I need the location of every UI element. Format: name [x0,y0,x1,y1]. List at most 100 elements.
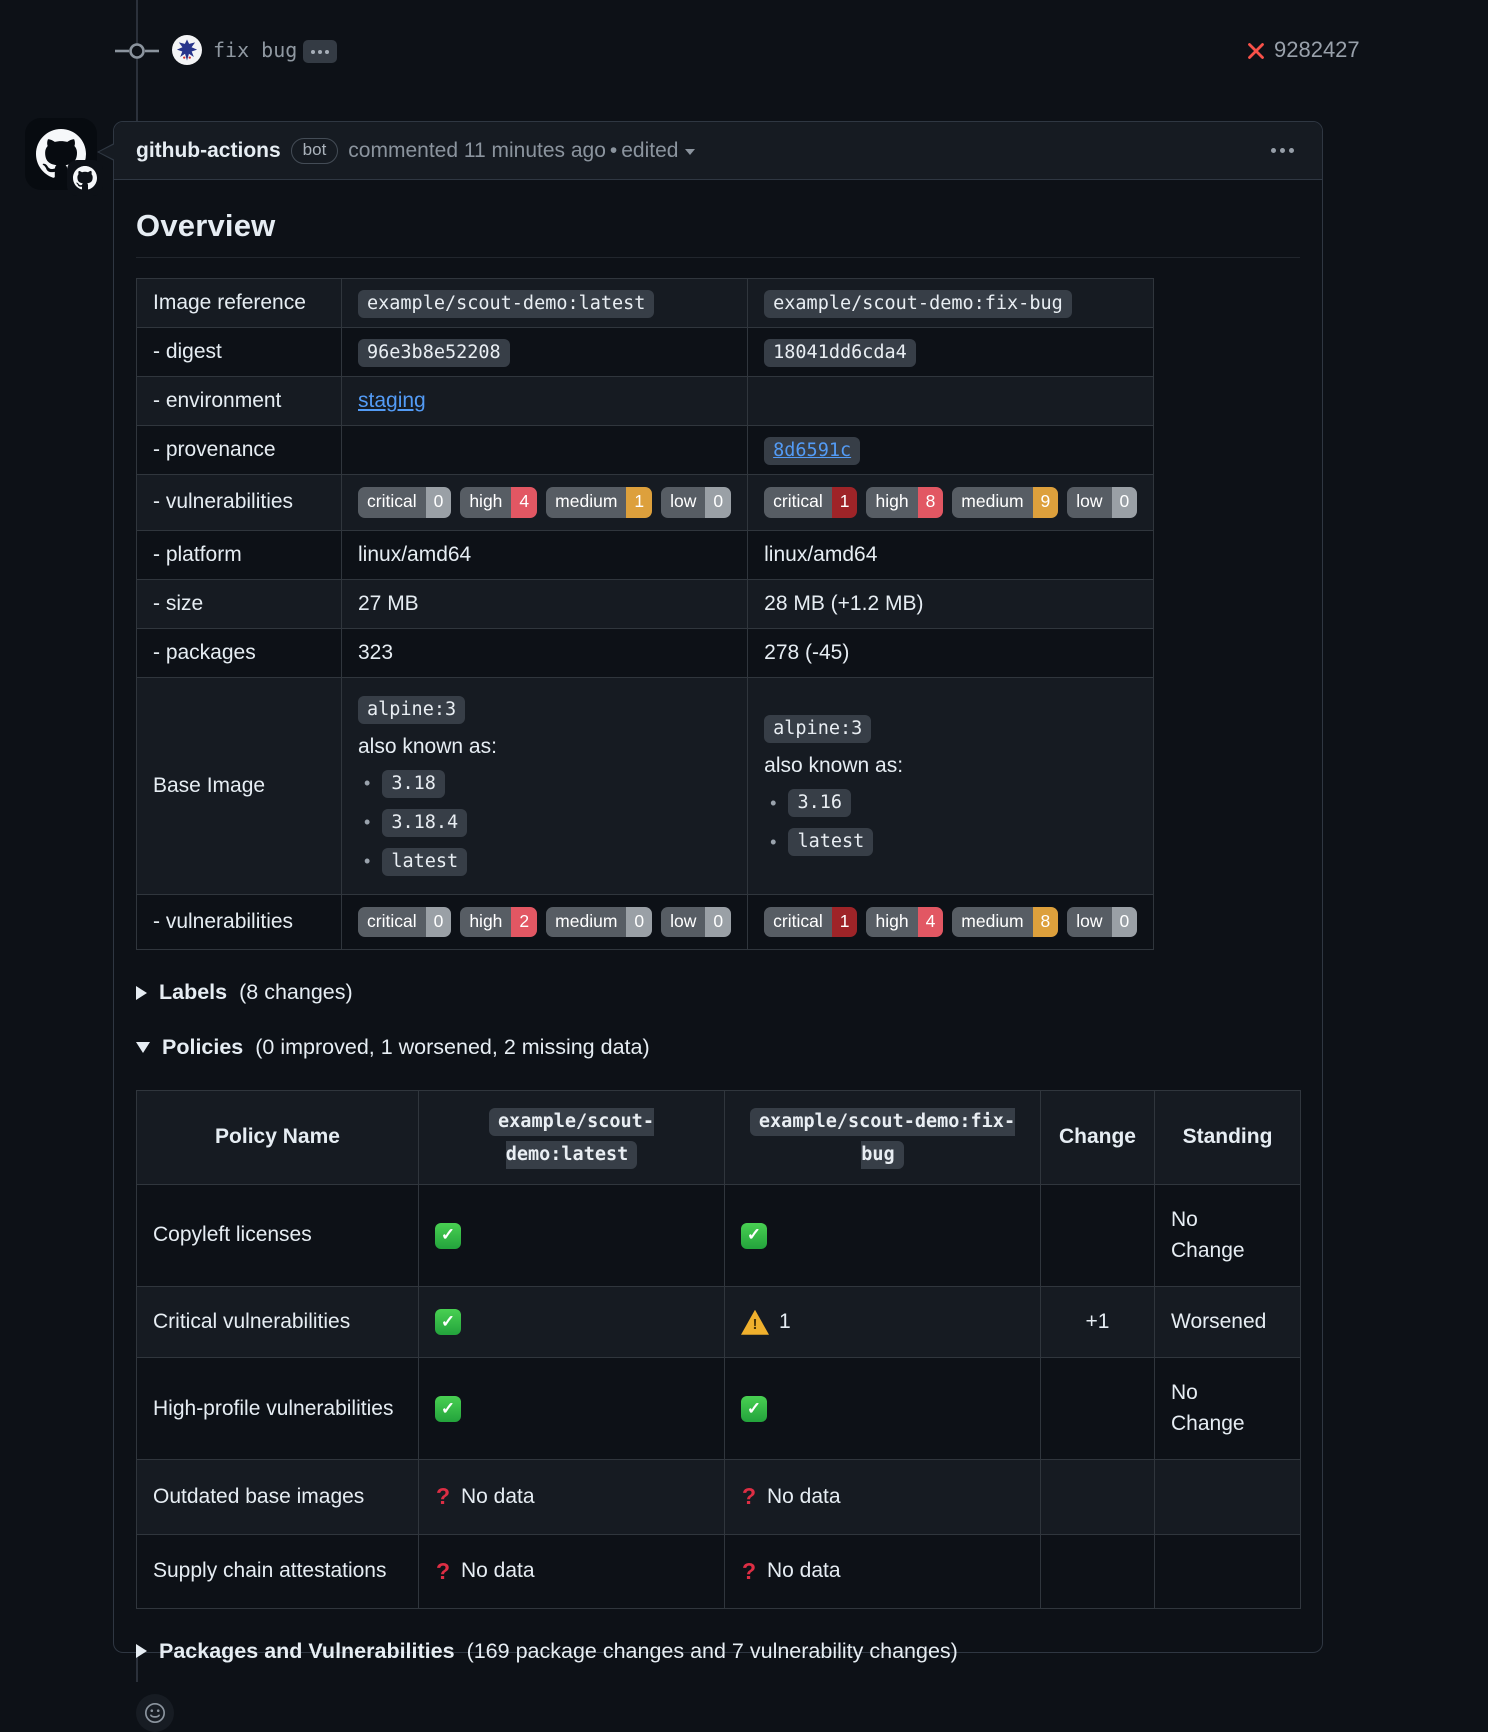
bot-badge: bot [290,137,339,164]
question-icon: ? [435,1557,451,1584]
overview-heading: Overview [136,208,1300,258]
policies-table: Policy Name example/scout-demo:latest ex… [136,1089,1301,1609]
no-data-label: No data [767,1484,841,1508]
smiley-icon [145,1702,165,1723]
octocat-badge-icon [67,160,103,196]
table-row: - packages 323 278 (-45) [136,627,1155,678]
standing-value: No Change [1171,1208,1245,1262]
size-right: 28 MB (+1.2 MB) [747,578,1155,629]
question-icon: ? [435,1483,451,1510]
change-value [1040,1459,1155,1535]
eagle-emblem-icon [176,39,198,61]
image-ref-latest: example/scout-demo:latest [358,290,655,318]
row-label: - vulnerabilities [136,893,342,950]
platform-right: linux/amd64 [747,529,1155,580]
table-row: - size 27 MB 28 MB (+1.2 MB) [136,578,1155,629]
packages-section-toggle[interactable]: Packages and Vulnerabilities (169 packag… [136,1639,1300,1664]
col-standing: Standing [1154,1089,1301,1186]
table-row: Supply chain attestations ? No data ? No d… [136,1533,1301,1609]
policies-section-count: (0 improved, 1 worsened, 2 missing data) [255,1035,650,1059]
question-icon: ? [741,1483,757,1510]
question-icon: ? [741,1557,757,1584]
policy-name: Outdated base images [136,1459,419,1535]
commit-message: fix bug [213,38,298,62]
git-commit-icon [115,43,159,59]
digest-right: 18041dd6cda4 [764,339,916,367]
table-row: - digest 96e3b8e52208 18041dd6cda4 [136,327,1155,377]
triangle-down-icon [136,1042,150,1053]
packages-section-title: Packages and Vulnerabilities [159,1638,455,1663]
comment-options-kebab-button[interactable] [1265,142,1300,159]
check-icon: ✓ [741,1222,767,1249]
col-policy-name: Policy Name [136,1089,419,1186]
check-icon: ✓ [741,1395,767,1422]
change-value [1040,1184,1155,1287]
policies-section-toggle[interactable]: Policies (0 improved, 1 worsened, 2 miss… [136,1035,1300,1060]
provenance-commit-link[interactable]: 8d6591c [773,440,852,461]
warning-icon: ! [741,1309,769,1335]
standing-value: Worsened [1171,1309,1267,1333]
policy-name: High-profile vulnerabilities [136,1357,419,1461]
commit-author-avatar[interactable] [172,35,202,65]
meta-separator: • [609,138,618,162]
col-change: Change [1040,1089,1155,1186]
col-image-latest: example/scout-demo:latest [489,1108,654,1169]
vulnerability-badges: critical 0 high 2 medium 0 low 0 [358,906,732,937]
add-reaction-button[interactable] [136,1693,174,1732]
packages-section-count: (169 package changes and 7 vulnerability… [466,1638,958,1663]
row-label: - provenance [136,425,342,475]
table-row: High-profile vulnerabilities ✓ ✓ No Chan… [136,1357,1301,1461]
table-row: Base Image alpine:3 also known as: 3.18 … [136,676,1155,895]
table-row: - vulnerabilities critical 0 high 4 medium… [136,474,1155,531]
table-row: - vulnerabilities critical 0 high 2 medium… [136,893,1155,950]
chevron-down-icon [685,149,696,155]
policy-name: Critical vulnerabilities [136,1285,419,1359]
vulnerability-badges: critical 1 high 8 medium 9 low 0 [764,487,1138,518]
environment-staging-link[interactable]: staging [358,389,426,412]
commit-sha-link[interactable]: 9282427 [1274,37,1360,62]
table-row: - environment staging [136,376,1155,426]
triangle-right-icon [136,985,147,1000]
policy-name: Copyleft licenses [136,1184,419,1287]
check-icon: ✓ [435,1395,461,1422]
row-label: - platform [136,529,342,580]
vulnerability-badges: critical 0 high 4 medium 1 low 0 [358,487,732,518]
table-row: - provenance 8d6591c [136,425,1155,475]
overview-table: Image reference example/scout-demo:lates… [136,278,1155,950]
check-icon: ✓ [435,1309,461,1336]
comment-author-link[interactable]: github-actions [136,138,281,162]
vulnerability-badges: critical 1 high 4 medium 8 low 0 [764,906,1138,937]
labels-section-count: (8 changes) [239,980,353,1004]
table-row: Critical vulnerabilities ✓ ! 1 +1 Worsene… [136,1285,1301,1359]
row-label: - size [136,578,342,629]
standing-value: No Change [1171,1381,1245,1435]
comment-body: Overview Image reference example/scout-d… [114,180,1322,1732]
row-label: - vulnerabilities [136,474,342,531]
packages-right: 278 (-45) [747,627,1155,678]
comment-header: github-actions bot commented 11 minutes … [114,122,1322,180]
table-row: Image reference example/scout-demo:lates… [136,278,1155,328]
row-label: - environment [136,376,342,426]
table-row: Outdated base images ? No data ? No data [136,1459,1301,1535]
size-left: 27 MB [340,578,749,629]
status-failed-icon[interactable] [1246,41,1266,61]
no-data-label: No data [767,1559,841,1583]
no-data-label: No data [461,1559,535,1583]
row-label: - packages [136,627,342,678]
commit-message-expand-button[interactable] [303,40,337,63]
col-image-fix-bug: example/scout-demo:fix-bug [749,1108,1016,1169]
change-value: +1 [1040,1285,1155,1359]
comment-timestamp-link[interactable]: commented 11 minutes ago [348,138,606,162]
table-row: - platform linux/amd64 linux/amd64 [136,529,1155,580]
row-label: Image reference [136,278,342,328]
edited-dropdown[interactable]: edited [621,139,696,163]
comment-author-avatar[interactable] [25,118,103,196]
row-label: - digest [136,327,342,377]
no-data-label: No data [461,1484,535,1508]
table-row: Copyleft licenses ✓ ✓ No Change [136,1184,1301,1287]
labels-section-toggle[interactable]: Labels (8 changes) [136,980,1300,1005]
table-header-row: Policy Name example/scout-demo:latest ex… [136,1089,1301,1186]
row-label: Base Image [136,676,342,895]
triangle-right-icon [136,1644,147,1659]
labels-section-title: Labels [159,980,228,1004]
